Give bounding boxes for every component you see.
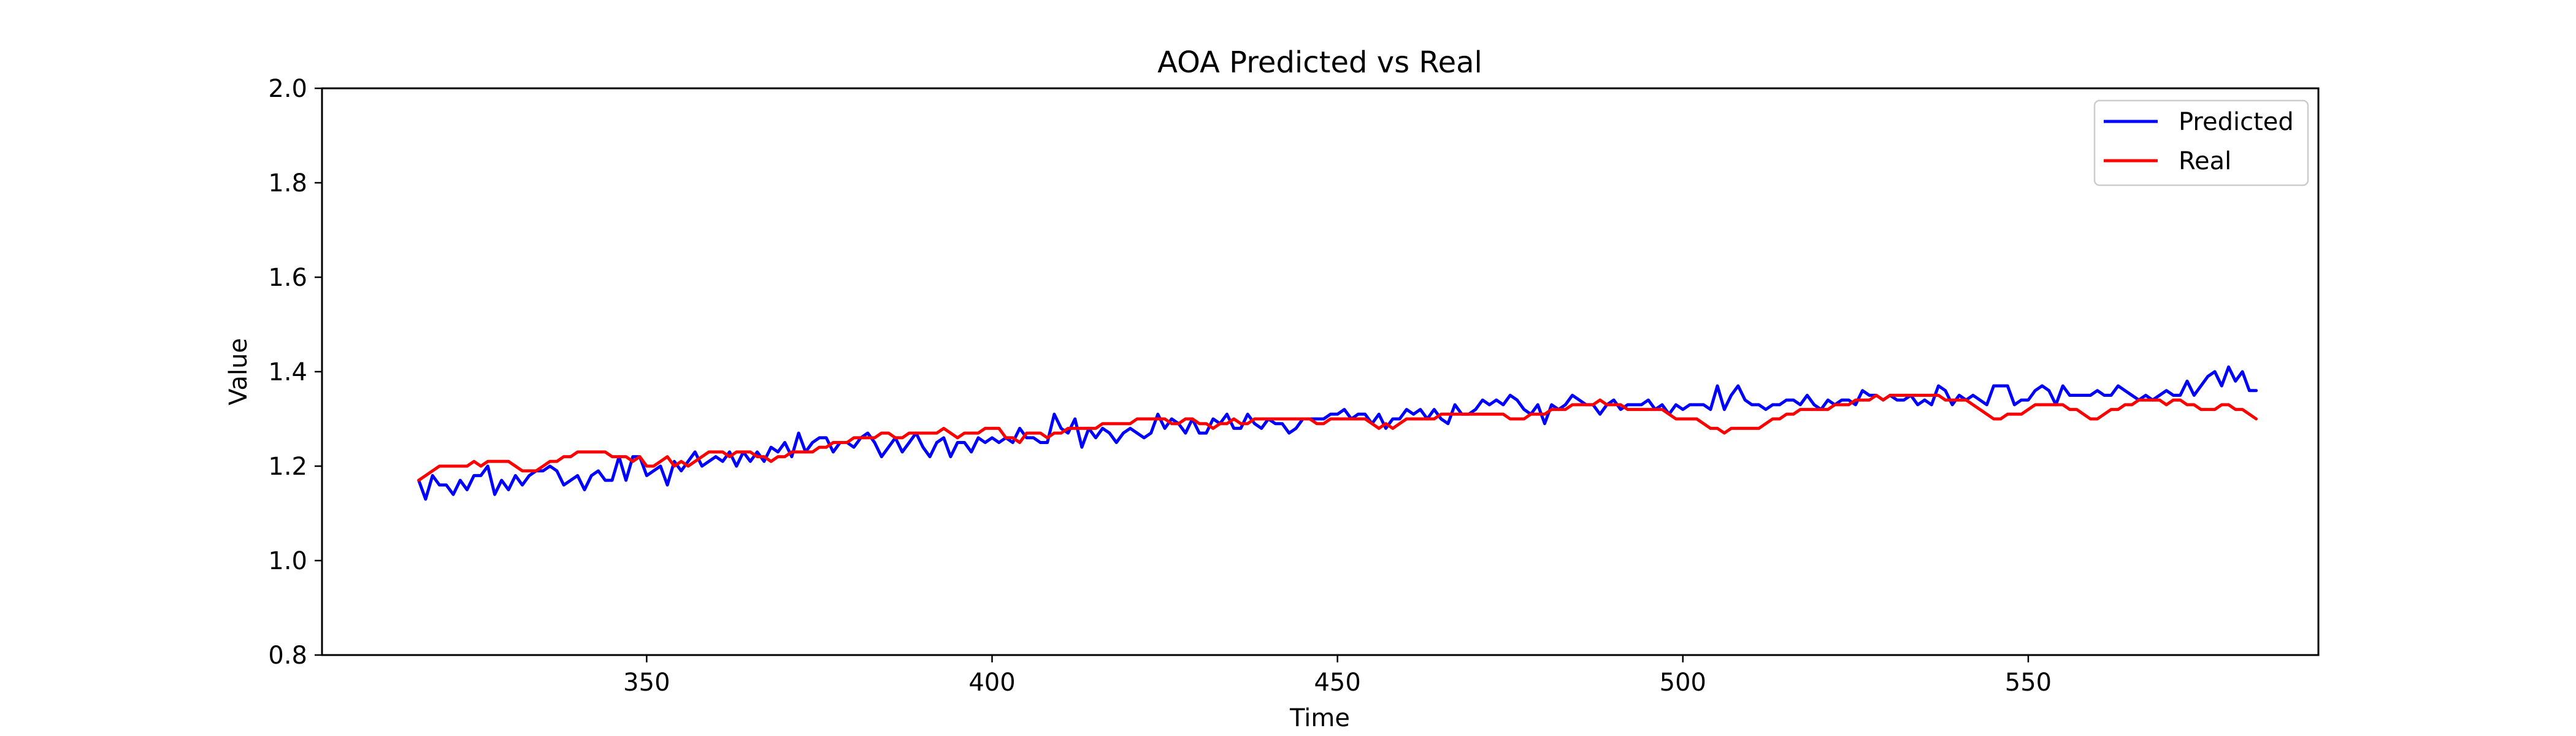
y-axis: 0.8 1.0 1.2 1.4 1.6 1.8 2.0 xyxy=(268,75,322,670)
legend-label-real: Real xyxy=(2179,147,2231,175)
x-axis: 350 400 450 500 550 xyxy=(623,655,2052,697)
x-tick-label: 550 xyxy=(2005,669,2052,697)
y-axis-title: Value xyxy=(224,338,253,405)
x-tick-label: 400 xyxy=(968,669,1015,697)
x-tick-label: 450 xyxy=(1314,669,1360,697)
y-tick-label: 1.4 xyxy=(268,358,307,386)
legend-label-predicted: Predicted xyxy=(2179,108,2294,136)
legend: Predicted Real xyxy=(2093,99,2309,186)
x-tick-label: 350 xyxy=(623,669,670,697)
x-tick-label: 500 xyxy=(1660,669,1706,697)
series-line-real xyxy=(417,394,2258,482)
y-tick-label: 0.8 xyxy=(268,642,307,670)
x-axis-title: Time xyxy=(1289,704,1350,732)
y-tick-label: 1.8 xyxy=(268,169,307,197)
y-tick-label: 1.0 xyxy=(268,547,307,575)
y-tick-label: 2.0 xyxy=(268,75,307,103)
y-tick-label: 1.2 xyxy=(268,453,307,481)
chart-title: AOA Predicted vs Real xyxy=(1157,45,1482,80)
y-tick-label: 1.6 xyxy=(268,264,307,292)
